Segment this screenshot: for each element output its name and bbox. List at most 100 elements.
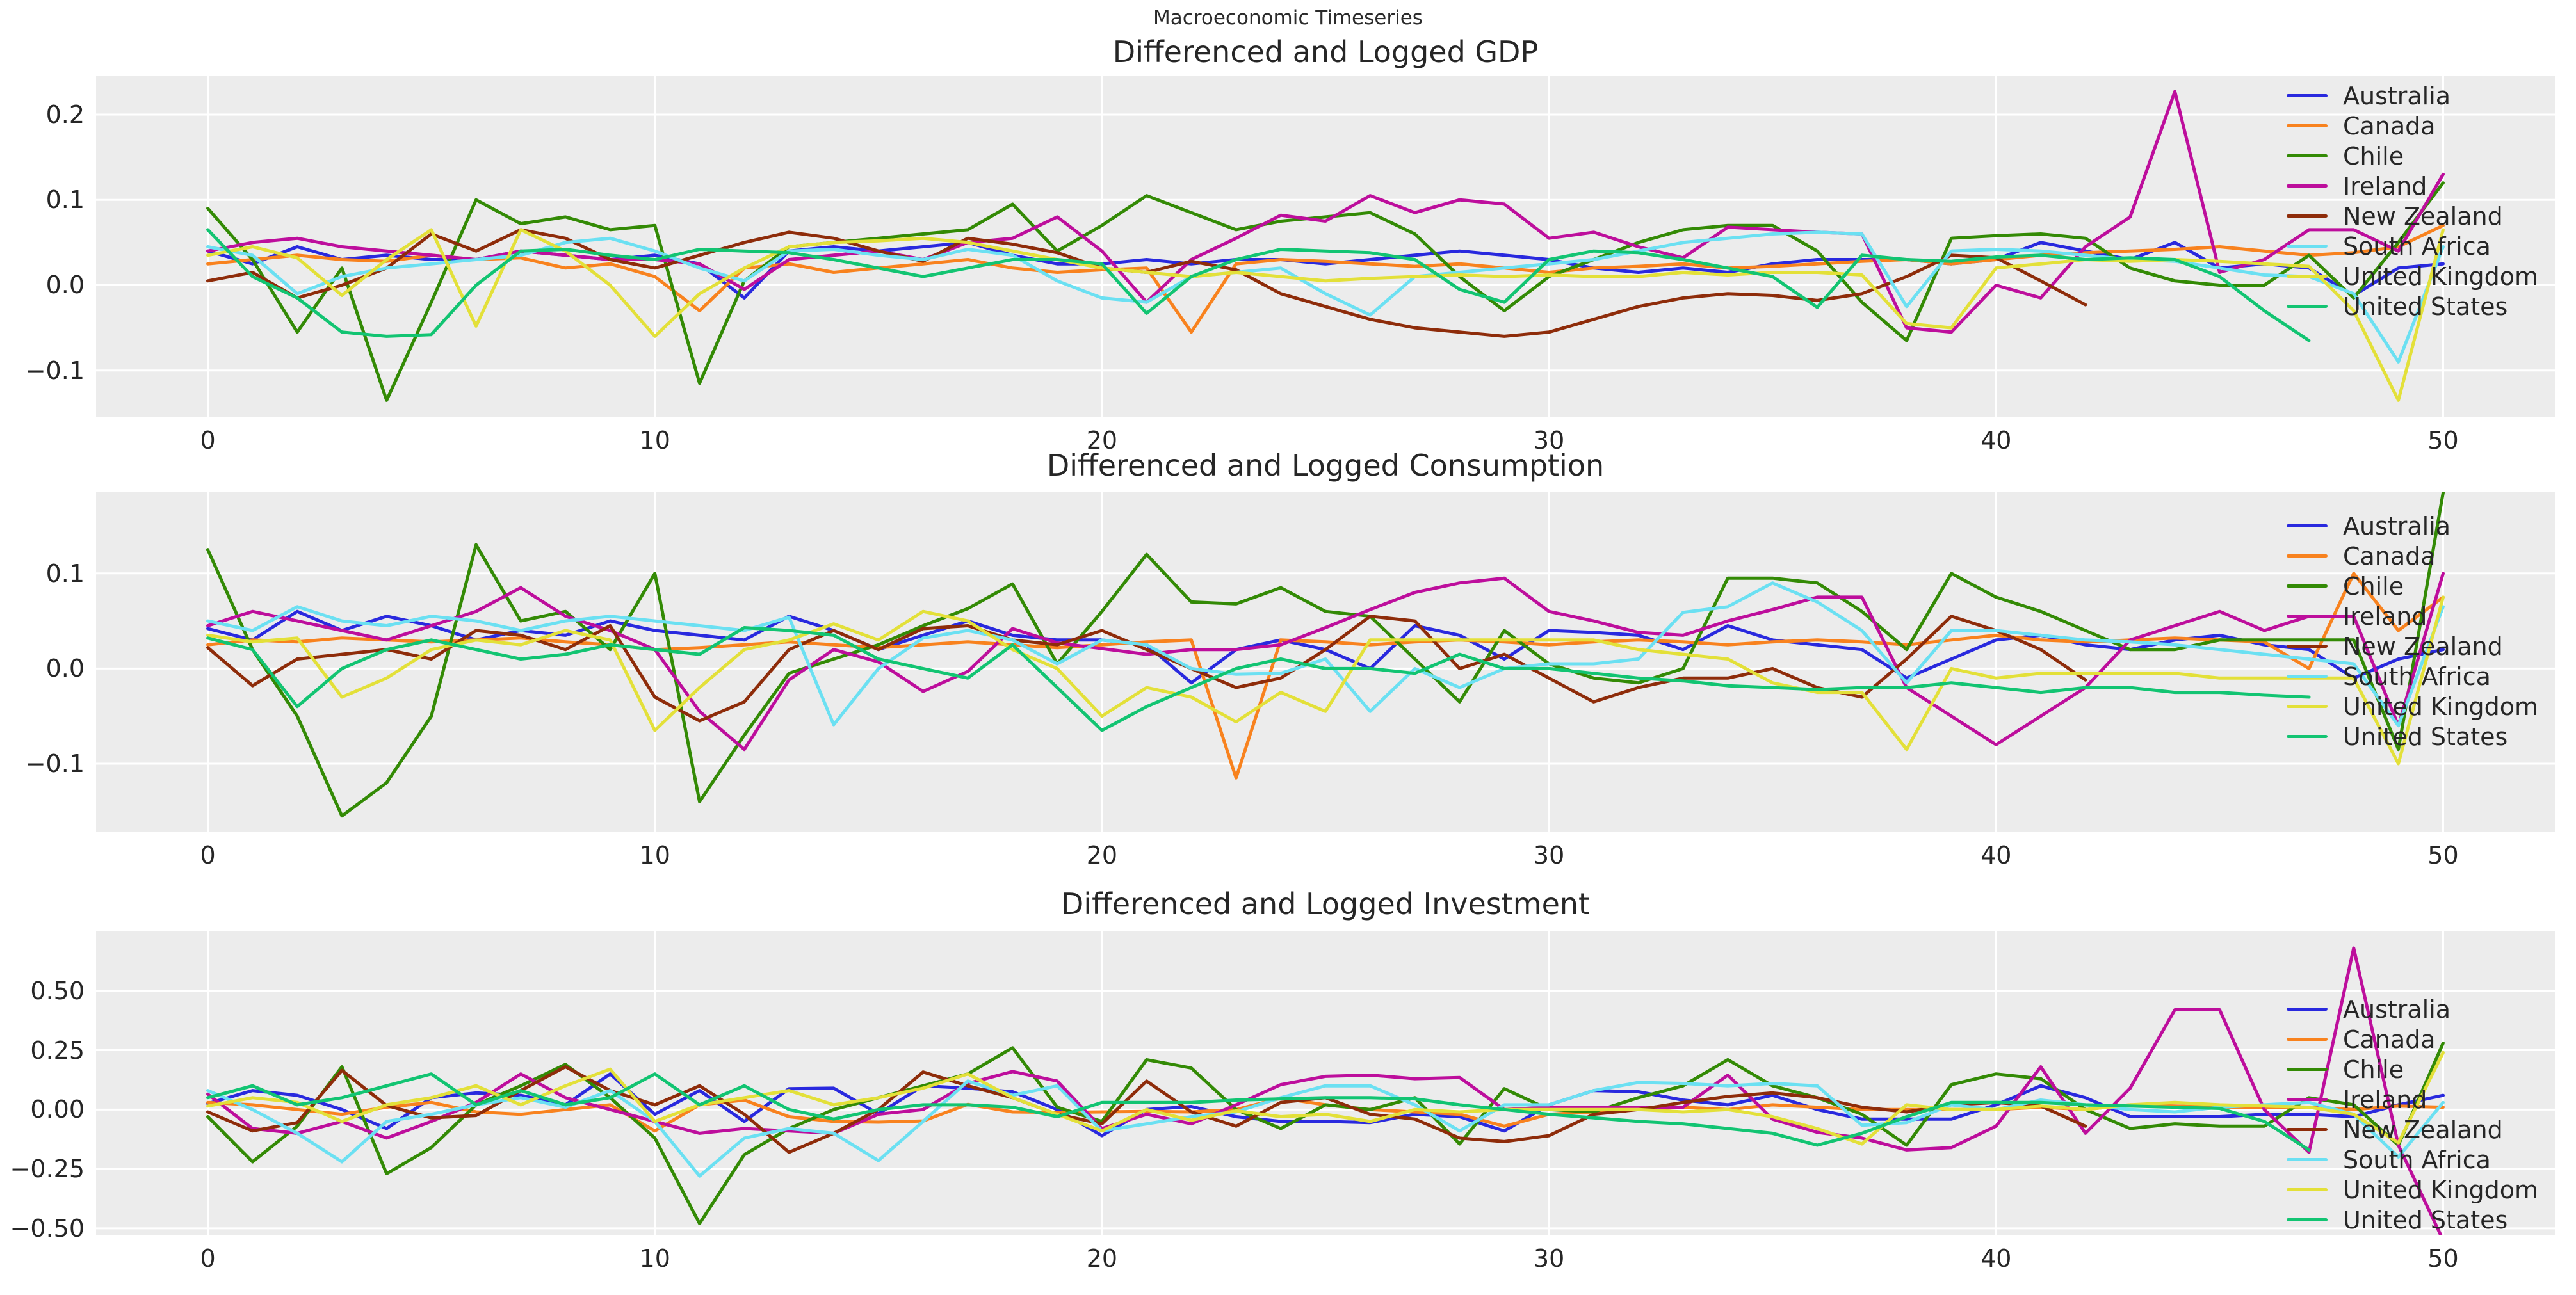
y-tick-label: 0.00	[30, 1095, 85, 1124]
series-line-south-africa	[206, 581, 2445, 728]
line-chart-consumption	[96, 492, 2555, 832]
x-tick-label: 10	[639, 1244, 670, 1273]
legend-item-ireland: Ireland	[2286, 171, 2538, 201]
plot-area-consumption: Australia Canada Chile Ireland New Zealand So…	[96, 492, 2555, 832]
legend-label: New Zealand	[2342, 632, 2503, 661]
legend-item-ireland: Ireland	[2286, 1084, 2538, 1114]
y-tick-label: 0.50	[30, 976, 85, 1005]
x-tick-label: 10	[639, 426, 670, 454]
y-tick-label: 0.0	[45, 271, 85, 300]
legend-line-icon-united-states	[2286, 735, 2328, 738]
legend-line-icon-south-africa	[2286, 675, 2328, 678]
plot-area-investment: Australia Canada Chile Ireland New Zealand So…	[96, 931, 2555, 1235]
legend-label: Canada	[2342, 111, 2436, 140]
legend: Australia Canada Chile Ireland New Zealand So…	[2286, 81, 2538, 321]
legend-line-icon-ireland	[2286, 615, 2328, 618]
legend: Australia Canada Chile Ireland New Zealand So…	[2286, 511, 2538, 752]
legend-line-icon-united-states	[2286, 305, 2328, 308]
legend-line-icon-canada	[2286, 554, 2328, 558]
x-tick-label: 40	[1981, 1244, 2012, 1273]
legend-item-south-africa: South Africa	[2286, 661, 2538, 691]
legend-label: New Zealand	[2342, 1115, 2503, 1144]
chart-title-gdp: Differenced and Logged GDP	[1112, 35, 1539, 69]
y-tick-label: −0.50	[10, 1214, 85, 1243]
legend-label: United States	[2342, 722, 2508, 751]
legend-item-australia: Australia	[2286, 994, 2538, 1024]
legend-line-icon-ireland	[2286, 1098, 2328, 1101]
series-line-united-states	[206, 1072, 2311, 1152]
legend-line-icon-chile	[2286, 154, 2328, 157]
x-tick-label: 50	[2427, 426, 2459, 454]
x-tick-label: 20	[1086, 1244, 1118, 1273]
x-tick-label: 0	[200, 841, 216, 869]
legend-line-icon-united-kingdom	[2286, 275, 2328, 278]
legend-line-icon-new-zealand	[2286, 1128, 2328, 1131]
y-tick-label: 0.25	[30, 1036, 85, 1065]
legend-label: Chile	[2342, 572, 2404, 600]
legend-label: United Kingdom	[2342, 1175, 2538, 1204]
series-line-united-kingdom	[206, 595, 2445, 766]
x-tick-label: 50	[2427, 1244, 2459, 1273]
chart-title-investment: Differenced and Logged Investment	[1060, 887, 1591, 921]
series-line-united-kingdom	[206, 1050, 2445, 1146]
series-line-canada	[206, 572, 2445, 780]
y-tick-label: 0.1	[45, 186, 85, 214]
y-tick-label: −0.1	[25, 750, 85, 778]
legend-item-united-kingdom: United Kingdom	[2286, 691, 2538, 721]
series-line-australia	[206, 1072, 2445, 1138]
legend-item-united-states: United States	[2286, 721, 2538, 752]
series-line-new-zealand	[206, 228, 2087, 338]
legend-line-icon-new-zealand	[2286, 645, 2328, 648]
legend-label: Canada	[2342, 542, 2436, 570]
legend-item-chile: Chile	[2286, 141, 2538, 171]
legend-label: United Kingdom	[2342, 262, 2538, 291]
legend-item-south-africa: South Africa	[2286, 1145, 2538, 1175]
series-line-united-states	[206, 228, 2311, 342]
legend-label: New Zealand	[2342, 202, 2503, 230]
plot-area-gdp: Australia Canada Chile Ireland New Zealand So…	[96, 76, 2555, 417]
y-tick-label: 0.2	[45, 100, 85, 129]
legend-item-south-africa: South Africa	[2286, 231, 2538, 261]
series-line-chile	[206, 1041, 2445, 1225]
x-tick-label: 20	[1086, 426, 1118, 454]
legend-item-canada: Canada	[2286, 541, 2538, 571]
series-line-chile	[206, 181, 2445, 402]
legend-item-australia: Australia	[2286, 511, 2538, 541]
x-tick-label: 10	[639, 841, 670, 869]
legend-line-icon-australia	[2286, 1008, 2328, 1011]
legend-label: Australia	[2342, 81, 2451, 110]
y-tick-label: 0.1	[45, 559, 85, 588]
legend-label: Chile	[2342, 141, 2404, 170]
legend-item-united-kingdom: United Kingdom	[2286, 261, 2538, 291]
legend-label: Ireland	[2342, 1085, 2427, 1114]
legend-item-new-zealand: New Zealand	[2286, 1114, 2538, 1145]
legend-item-chile: Chile	[2286, 571, 2538, 601]
legend-label: United States	[2342, 292, 2508, 321]
legend-line-icon-canada	[2286, 1038, 2328, 1041]
series-line-united-states	[206, 626, 2311, 732]
x-tick-label: 0	[200, 426, 216, 454]
x-tick-label: 20	[1086, 841, 1118, 869]
legend-label: South Africa	[2342, 232, 2491, 261]
legend-line-icon-united-kingdom	[2286, 705, 2328, 708]
legend-label: United States	[2342, 1205, 2508, 1234]
x-tick-label: 30	[1533, 426, 1565, 454]
chart-title-consumption: Differenced and Logged Consumption	[1046, 448, 1605, 483]
y-tick-label: −0.1	[25, 356, 85, 385]
legend-line-icon-ireland	[2286, 184, 2328, 188]
legend-line-icon-australia	[2286, 524, 2328, 527]
x-tick-label: 30	[1533, 1244, 1565, 1273]
legend-item-ireland: Ireland	[2286, 601, 2538, 631]
series-line-ireland	[206, 90, 2445, 334]
series-line-chile	[206, 492, 2445, 818]
legend-item-chile: Chile	[2286, 1054, 2538, 1084]
x-tick-label: 50	[2427, 841, 2459, 869]
legend-item-united-states: United States	[2286, 291, 2538, 321]
figure-suptitle: Macroeconomic Timeseries	[1153, 6, 1423, 29]
legend-item-united-kingdom: United Kingdom	[2286, 1175, 2538, 1205]
legend-item-new-zealand: New Zealand	[2286, 631, 2538, 661]
legend-line-icon-australia	[2286, 94, 2328, 97]
legend-line-icon-canada	[2286, 124, 2328, 127]
legend-line-icon-united-states	[2286, 1218, 2328, 1221]
legend-label: Canada	[2342, 1025, 2436, 1054]
